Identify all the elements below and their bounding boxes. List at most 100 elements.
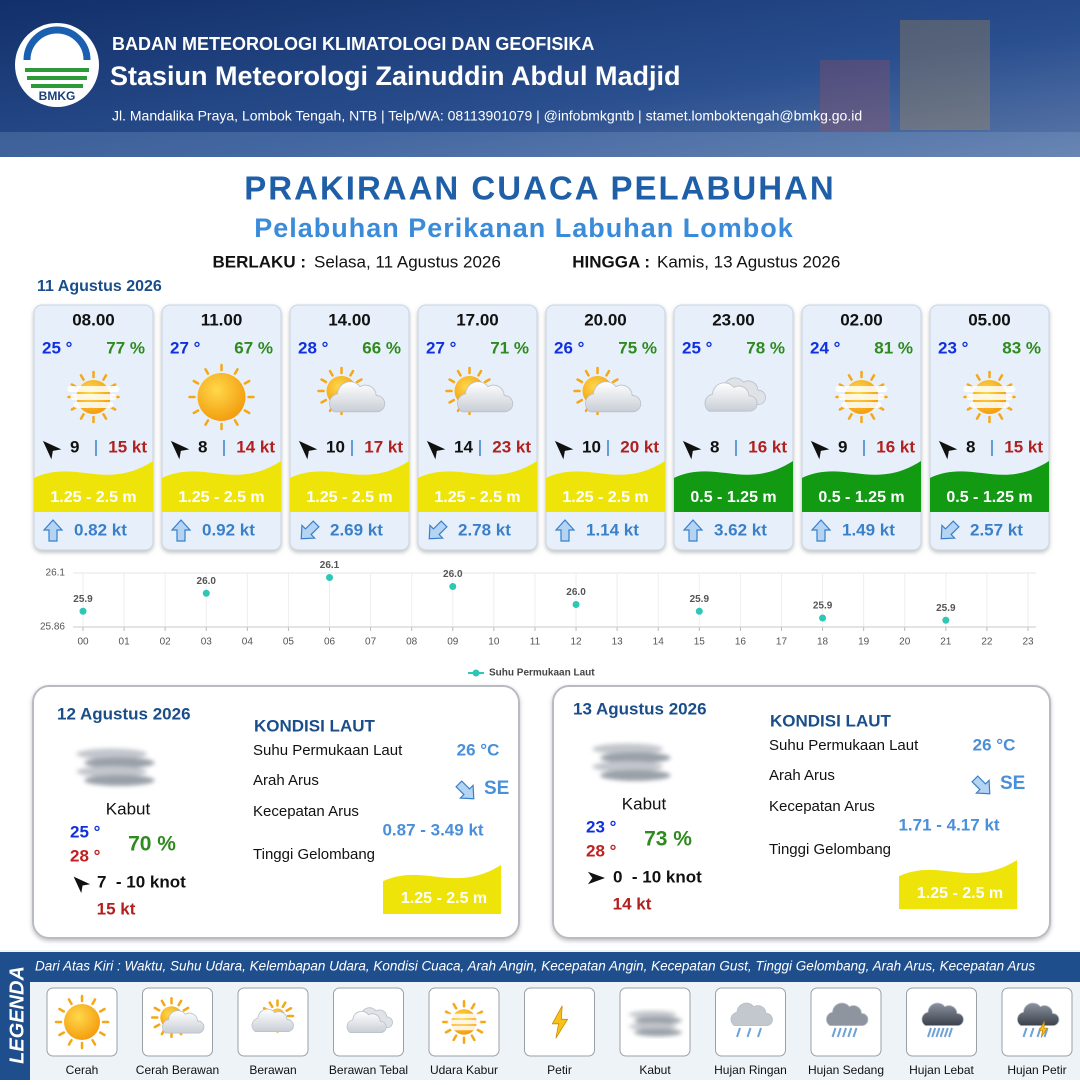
time: 05.00: [968, 310, 1011, 329]
haze-bar: [966, 394, 1013, 400]
rain: [842, 1027, 847, 1038]
x-tick-label: 08: [406, 637, 418, 648]
sun-ray: [349, 369, 355, 377]
weather-icon: [346, 1007, 393, 1034]
data-point: [79, 607, 87, 615]
sun-ray: [470, 1034, 476, 1042]
sun-ray: [847, 374, 853, 381]
wave-hill: [34, 461, 153, 512]
x-tick-label: 19: [858, 637, 870, 648]
data-point: [819, 614, 827, 622]
temperature: 27 °: [170, 338, 201, 357]
x-tick-label: 16: [735, 637, 747, 648]
wave-hill: [674, 461, 793, 512]
fog-band: [592, 761, 663, 773]
legend-band: [0, 952, 1080, 982]
wind-speed: 10: [326, 437, 345, 456]
x-tick-label: 14: [653, 637, 665, 648]
lightning: [551, 1005, 569, 1039]
sun-ray: [456, 369, 462, 377]
cloud: [329, 381, 386, 413]
rain: [852, 1027, 858, 1038]
subtitle: Pelabuhan Perikanan Labuhan Lombok: [254, 213, 794, 243]
fog-band: [76, 766, 147, 778]
wave-hill: [930, 461, 1049, 512]
cloud: [251, 1008, 294, 1032]
outlook-panel: [32, 685, 520, 939]
sun-ray: [67, 998, 73, 1006]
sea-label: Suhu Permukaan Laut: [253, 742, 403, 759]
wave-height: 1.25 - 2.5 m: [917, 885, 1003, 902]
x-tick-label: 12: [570, 637, 582, 648]
x-tick-label: 07: [365, 637, 377, 648]
humidity: 81 %: [874, 338, 913, 357]
legend-item: Hujan Sedang: [808, 1063, 884, 1077]
time: 20.00: [584, 310, 627, 329]
sun-ray: [58, 1007, 66, 1013]
cloud: [921, 1002, 964, 1026]
temp-min: 23 °: [586, 817, 617, 836]
gust-speed: 14 kt: [236, 437, 275, 456]
weather-icon: [730, 1002, 773, 1038]
sun-ray: [233, 419, 239, 426]
valid-to-label: HINGGA :: [572, 252, 650, 271]
wind-range: 0 - 10 knot: [613, 867, 702, 886]
x-tick-label: 01: [119, 637, 131, 648]
data-point: [942, 616, 950, 624]
sun-ray: [281, 1001, 287, 1009]
sun-ray: [448, 398, 456, 404]
humidity: 66 %: [362, 338, 401, 357]
sun-ray: [355, 378, 363, 384]
wind-arrow: [426, 440, 446, 460]
weather-icon: [704, 377, 766, 412]
gust-speed: 15 kt: [1004, 437, 1043, 456]
haze-bar: [835, 386, 888, 392]
fog-band: [634, 1016, 682, 1025]
current-speed: 1.49 kt: [842, 520, 895, 539]
sun-ray: [320, 398, 328, 404]
sun-ray: [177, 999, 183, 1007]
sun-ray: [576, 398, 584, 404]
sun-ray: [204, 419, 210, 426]
wave-height: 1.25 - 2.5 m: [306, 489, 392, 506]
legend-marker: [472, 669, 480, 677]
x-tick-label: 23: [1022, 637, 1034, 648]
gust-speed: 16 kt: [748, 437, 787, 456]
sea-label: Arah Arus: [769, 767, 835, 784]
cloud: [1017, 1002, 1060, 1026]
time: 02.00: [840, 310, 883, 329]
weather-icon: [76, 748, 155, 786]
sun-ray: [192, 409, 200, 415]
haze-bar: [969, 402, 1010, 408]
wind-range: 7 - 10 knot: [97, 872, 186, 891]
sun-ray: [605, 369, 611, 377]
current-arrow: [810, 519, 832, 542]
sun-ray: [285, 1007, 293, 1012]
sea-temperature: 26 °C: [457, 740, 500, 759]
sun-ray: [452, 1002, 458, 1010]
sea-label: Kecepatan Arus: [253, 803, 359, 820]
sea-title: KONDISI LAUT: [254, 716, 376, 735]
cloud: [346, 1011, 387, 1034]
sun-ray: [233, 368, 239, 375]
data-label: 26.0: [566, 587, 586, 598]
org-name: BADAN METEOROLOGI KLIMATOLOGI DAN GEOFIS…: [112, 34, 594, 54]
gust-speed: 15 kt: [108, 437, 147, 456]
current-arrow: [428, 520, 448, 540]
gust-speed: 17 kt: [364, 437, 403, 456]
x-tick-label: 18: [817, 637, 829, 648]
cloud: [457, 381, 514, 413]
weather-icon: [445, 366, 514, 416]
sun-ray: [102, 374, 108, 381]
data-label: 25.9: [690, 594, 710, 605]
sun-ray: [98, 1007, 106, 1013]
fog-band: [84, 757, 155, 769]
fog: [76, 748, 155, 786]
time: 08.00: [72, 310, 115, 329]
weather-icon: [67, 370, 120, 424]
rain: [847, 1027, 853, 1038]
temperature: 24 °: [810, 338, 841, 357]
sun-ray: [998, 374, 1004, 381]
sun-ray: [243, 379, 251, 385]
title: PRAKIRAAN CUACA PELABUHAN: [244, 170, 835, 207]
